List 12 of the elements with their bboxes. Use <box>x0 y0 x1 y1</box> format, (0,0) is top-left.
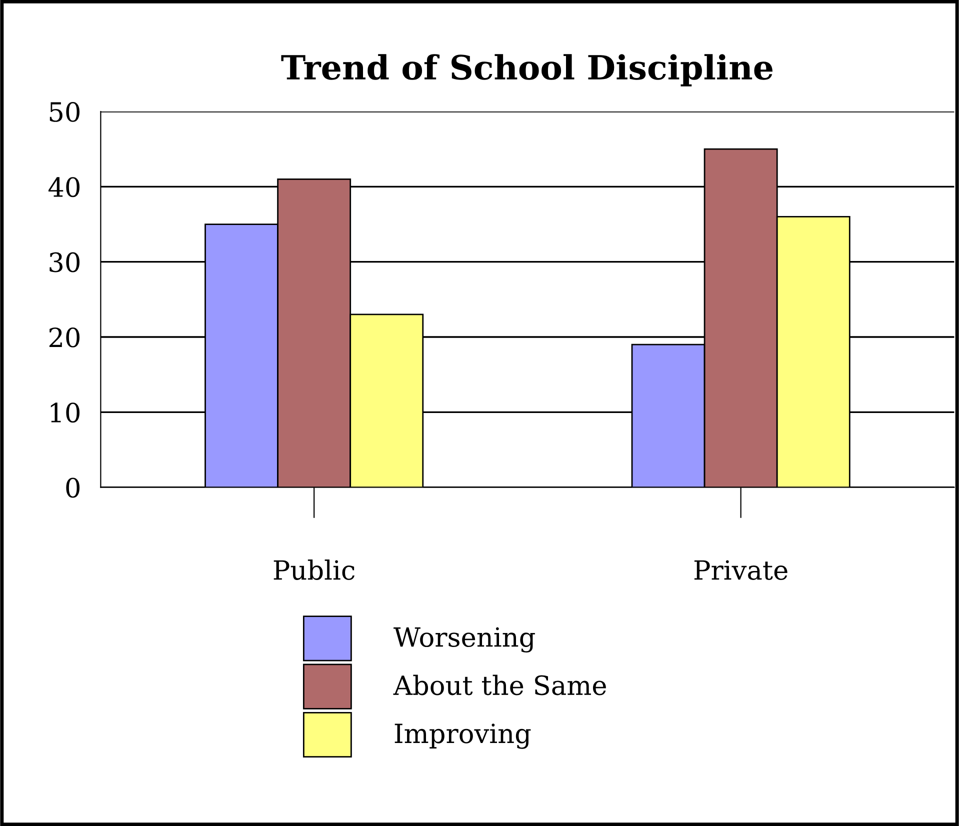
legend-label: Worsening <box>394 627 535 653</box>
legend-label: Improving <box>394 724 531 749</box>
y-tick-label: 20 <box>49 327 80 348</box>
x-tick-label: Private <box>694 560 788 580</box>
y-tick-label: 50 <box>50 102 80 122</box>
chart-title: Trend of School Discipline <box>281 54 773 86</box>
y-tick-label: 10 <box>50 402 80 423</box>
y-tick-label: 40 <box>48 177 80 198</box>
y-tick-label: 30 <box>50 252 80 272</box>
legend-label: About the Same <box>393 674 606 696</box>
y-tick-label: 0 <box>66 478 80 498</box>
x-tick-label: Public <box>274 560 355 580</box>
